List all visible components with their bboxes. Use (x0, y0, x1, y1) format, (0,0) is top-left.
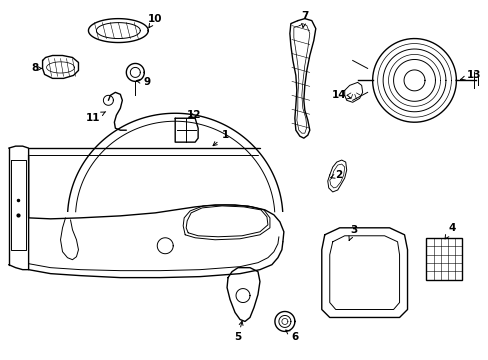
Text: 5: 5 (234, 321, 243, 342)
Text: 1: 1 (213, 130, 229, 146)
Text: 4: 4 (444, 223, 455, 239)
Text: 8: 8 (31, 63, 41, 73)
Text: 10: 10 (148, 14, 162, 28)
Text: 6: 6 (285, 330, 299, 342)
Text: 2: 2 (330, 170, 341, 180)
Text: 7: 7 (301, 11, 308, 27)
Text: 3: 3 (348, 225, 357, 240)
Text: 13: 13 (460, 71, 480, 80)
Text: 11: 11 (86, 112, 105, 123)
Text: 12: 12 (186, 110, 201, 120)
Text: 14: 14 (331, 90, 350, 100)
Text: 9: 9 (136, 77, 150, 87)
Bar (426, 238, 462, 280)
